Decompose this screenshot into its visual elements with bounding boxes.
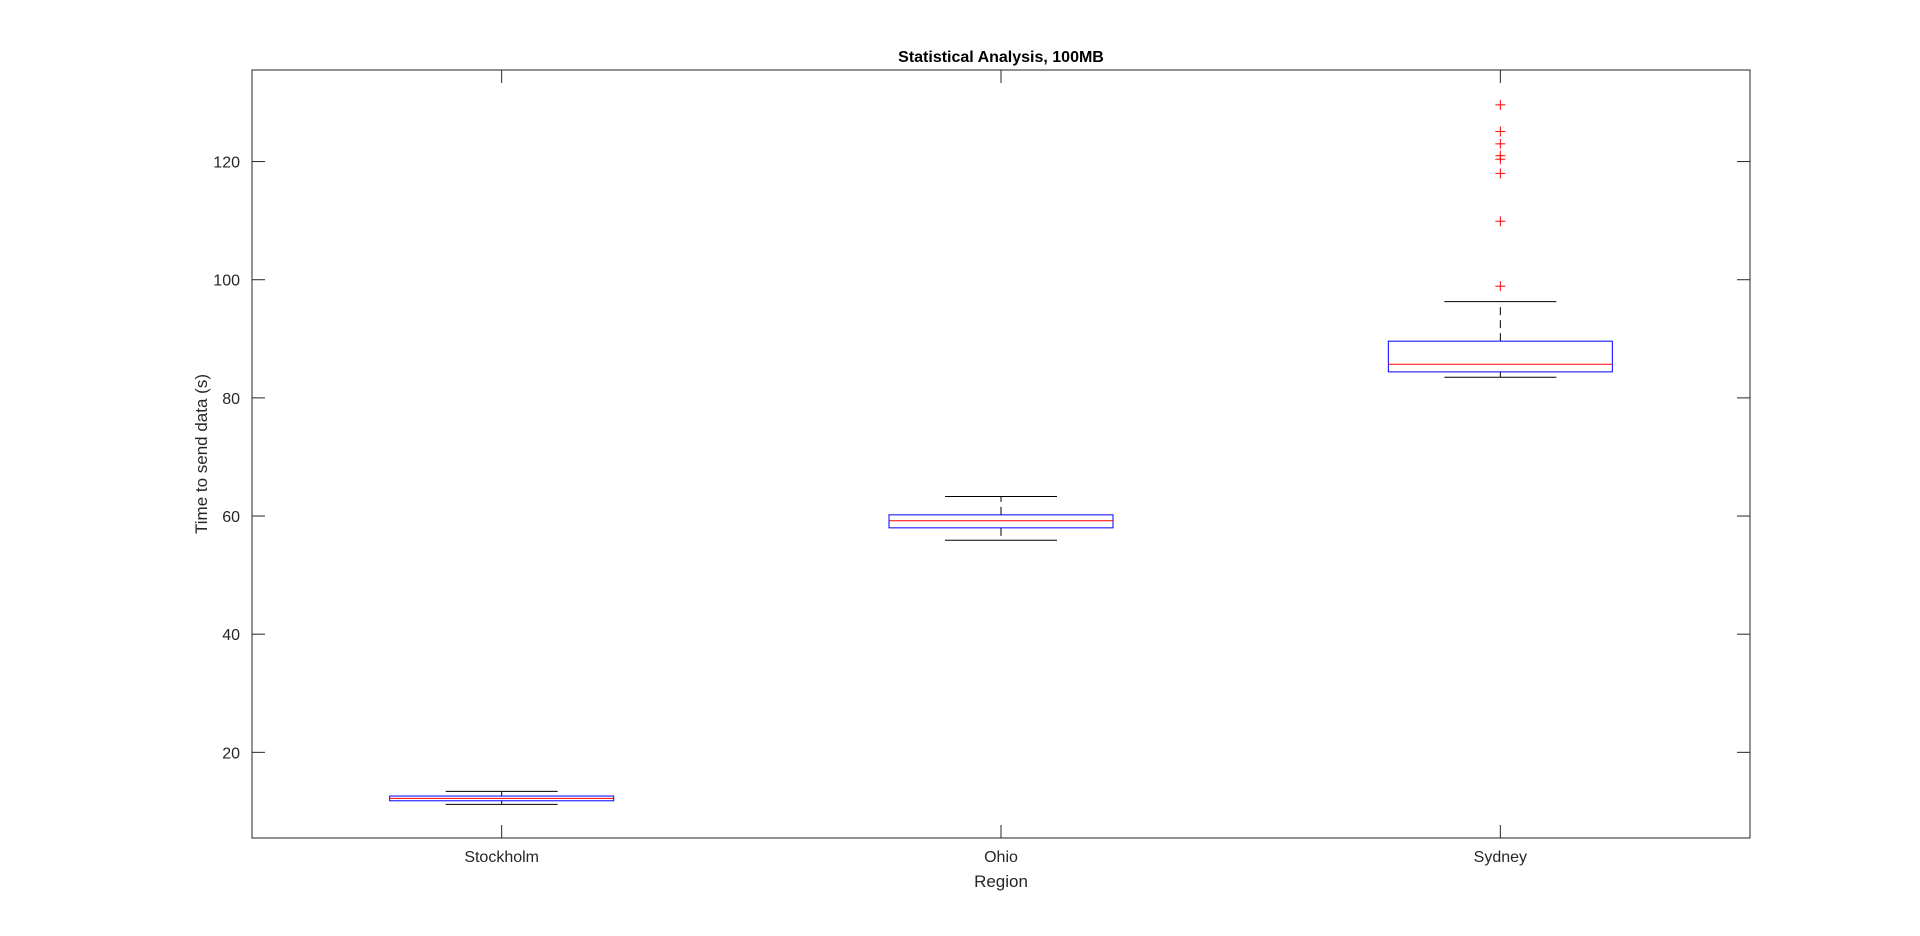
plot-area-background — [252, 70, 1750, 838]
y-tick-label: 60 — [222, 509, 240, 526]
x-tick-label: Stockholm — [464, 849, 539, 866]
y-axis-label: Time to send data (s) — [192, 374, 211, 534]
box-group-stockholm — [389, 790, 615, 805]
x-axis-label: Region — [974, 872, 1028, 891]
outlier-marker — [1495, 138, 1506, 149]
y-tick-label: 100 — [213, 273, 240, 290]
box-group-ohio — [888, 496, 1114, 541]
box-iqr — [1387, 340, 1613, 373]
outlier-marker — [1495, 168, 1506, 179]
axis-ticks: 20 40 60 80 100 120 Stockholm Ohio Sydney — [213, 70, 1750, 866]
outlier-marker — [1495, 126, 1506, 137]
box-iqr — [888, 514, 1114, 529]
y-tick-label: 20 — [222, 745, 240, 762]
outlier-marker — [1495, 150, 1506, 161]
outlier-marker — [1495, 216, 1506, 227]
chart-title: Statistical Analysis, 100MB — [898, 49, 1104, 66]
plot-area-frame — [251, 69, 1751, 839]
box-plots — [389, 99, 1613, 805]
y-tick-label: 120 — [213, 155, 240, 172]
x-tick-label: Ohio — [984, 849, 1018, 866]
x-tick-label: Sydney — [1474, 849, 1527, 866]
outlier-marker — [1495, 99, 1506, 110]
box-group-sydney — [1387, 99, 1613, 378]
y-tick-label: 40 — [222, 627, 240, 644]
outlier-marker — [1495, 281, 1506, 292]
y-tick-label: 80 — [222, 391, 240, 408]
